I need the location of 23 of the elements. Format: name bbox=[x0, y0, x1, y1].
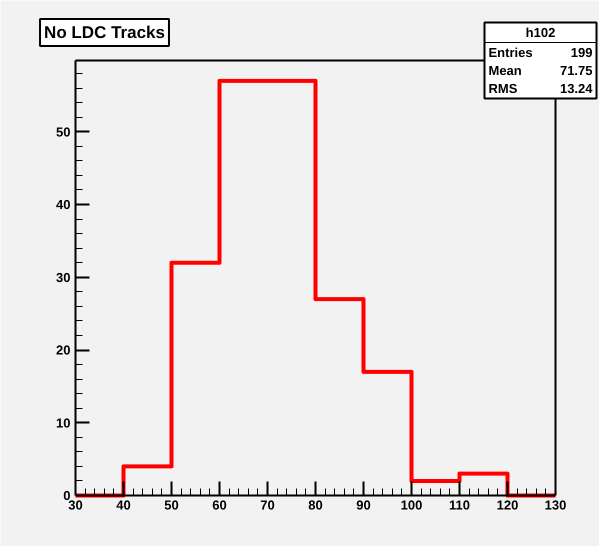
text: 199 bbox=[570, 45, 593, 60]
chart-title: No LDC Tracks bbox=[44, 23, 165, 42]
y-tick-label: 20 bbox=[56, 342, 71, 358]
text: 71.75 bbox=[560, 63, 593, 78]
x-tick-label: 40 bbox=[116, 498, 131, 512]
x-tick-label: 130 bbox=[544, 498, 566, 512]
x-tick-label: 50 bbox=[164, 498, 179, 512]
x-tick-label: 100 bbox=[400, 498, 422, 512]
annotation: Mean bbox=[488, 63, 522, 78]
text: Entries bbox=[488, 45, 533, 60]
x-tick-label: 120 bbox=[496, 498, 518, 512]
y-tick-label: 30 bbox=[56, 270, 71, 285]
x-tick-label: 60 bbox=[212, 498, 227, 512]
x-tick-label: 70 bbox=[260, 498, 275, 512]
x-tick-label: 90 bbox=[356, 498, 371, 512]
y-tick-label: 50 bbox=[56, 124, 71, 140]
text: h102 bbox=[526, 25, 556, 40]
y-tick-label: 10 bbox=[56, 415, 71, 430]
x-tick-label: 110 bbox=[449, 498, 470, 512]
text: 13.24 bbox=[560, 81, 594, 96]
x-tick-label: 80 bbox=[308, 498, 323, 512]
annotation: RMS bbox=[488, 81, 518, 96]
y-tick-label: 40 bbox=[56, 197, 71, 212]
